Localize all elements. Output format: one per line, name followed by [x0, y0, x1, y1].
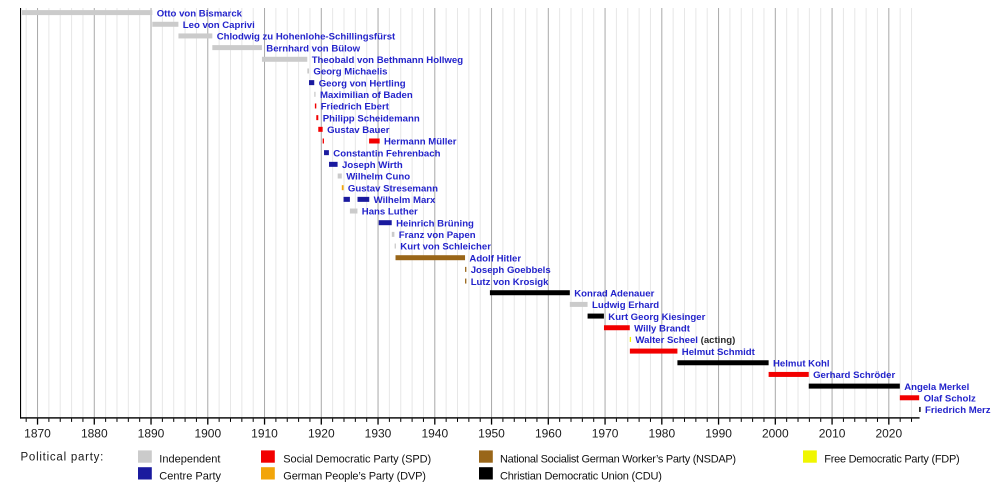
svg-text:Otto von Bismarck: Otto von Bismarck	[157, 8, 243, 19]
svg-text:Joseph Wirth: Joseph Wirth	[342, 160, 403, 171]
svg-text:Helmut Kohl: Helmut Kohl	[773, 359, 830, 370]
svg-text:1960: 1960	[535, 427, 562, 441]
svg-text:Gerhard Schröder: Gerhard Schröder	[813, 370, 895, 381]
svg-text:Wilhelm Marx: Wilhelm Marx	[374, 195, 436, 206]
svg-text:Ludwig Erhard: Ludwig Erhard	[592, 300, 659, 311]
svg-text:Independent: Independent	[159, 454, 220, 466]
svg-text:2000: 2000	[762, 427, 789, 441]
svg-text:Georg von Hertling: Georg von Hertling	[319, 78, 406, 89]
svg-text:Kurt von Schleicher: Kurt von Schleicher	[400, 242, 491, 253]
svg-text:1970: 1970	[592, 427, 619, 441]
svg-text:Hans Luther: Hans Luther	[362, 207, 418, 218]
svg-text:Leo von Caprivi: Leo von Caprivi	[183, 20, 255, 31]
svg-text:1930: 1930	[365, 427, 392, 441]
svg-text:Georg Michaelis: Georg Michaelis	[313, 67, 387, 78]
svg-text:Joseph Goebbels: Joseph Goebbels	[471, 265, 551, 276]
svg-text:Heinrich Brüning: Heinrich Brüning	[396, 218, 474, 229]
svg-text:Philipp Scheidemann: Philipp Scheidemann	[323, 113, 420, 124]
svg-text:Political party:: Political party:	[21, 451, 105, 463]
svg-text:1920: 1920	[308, 427, 335, 441]
svg-text:1910: 1910	[251, 427, 278, 441]
svg-text:1990: 1990	[705, 427, 732, 441]
svg-text:Angela Merkel: Angela Merkel	[904, 382, 969, 393]
svg-text:Lutz von Krosigk: Lutz von Krosigk	[471, 277, 549, 288]
svg-text:1870: 1870	[24, 427, 51, 441]
svg-text:Olaf Scholz: Olaf Scholz	[924, 394, 976, 405]
svg-text:Free Democratic Party (FDP): Free Democratic Party (FDP)	[824, 454, 959, 466]
svg-text:Franz von Papen: Franz von Papen	[399, 230, 476, 241]
svg-text:Friedrich Ebert: Friedrich Ebert	[321, 102, 390, 113]
svg-text:1940: 1940	[421, 427, 448, 441]
svg-text:Theobald von Bethmann Hollweg: Theobald von Bethmann Hollweg	[312, 55, 464, 66]
svg-text:2020: 2020	[875, 427, 902, 441]
svg-text:Chlodwig zu Hohenlohe-Schillin: Chlodwig zu Hohenlohe-Schillingsfürst	[217, 32, 396, 43]
svg-text:Bernhard von Bülow: Bernhard von Bülow	[266, 43, 360, 54]
svg-text:Kurt Georg Kiesinger: Kurt Georg Kiesinger	[608, 312, 705, 323]
svg-text:Adolf Hitler: Adolf Hitler	[469, 253, 521, 264]
svg-text:Walter Scheel (acting): Walter Scheel (acting)	[635, 335, 735, 346]
svg-text:Constantin Fehrenbach: Constantin Fehrenbach	[333, 148, 440, 159]
svg-text:1980: 1980	[648, 427, 675, 441]
svg-text:1900: 1900	[194, 427, 221, 441]
svg-text:Gustav Stresemann: Gustav Stresemann	[348, 183, 438, 194]
svg-text:Gustav Bauer: Gustav Bauer	[327, 125, 390, 136]
svg-text:National Socialist German Work: National Socialist German Worker’s Party…	[500, 454, 736, 466]
svg-text:Christian Democratic Union (CD: Christian Democratic Union (CDU)	[500, 470, 662, 482]
svg-text:1880: 1880	[81, 427, 108, 441]
svg-text:Konrad Adenauer: Konrad Adenauer	[574, 288, 654, 299]
svg-text:1950: 1950	[478, 427, 505, 441]
svg-text:Helmut Schmidt: Helmut Schmidt	[682, 347, 756, 358]
svg-text:Maximilian of Baden: Maximilian of Baden	[320, 90, 413, 101]
svg-text:Friedrich Merz: Friedrich Merz	[925, 405, 991, 416]
svg-text:1890: 1890	[138, 427, 165, 441]
svg-text:German People’s Party (DVP): German People’s Party (DVP)	[283, 470, 425, 482]
svg-text:Willy Brandt: Willy Brandt	[634, 323, 691, 334]
svg-text:Centre Party: Centre Party	[159, 470, 221, 482]
svg-text:Social Democratic Party (SPD): Social Democratic Party (SPD)	[283, 454, 431, 466]
svg-text:Hermann Müller: Hermann Müller	[384, 137, 457, 148]
svg-text:2010: 2010	[819, 427, 846, 441]
svg-text:Wilhelm Cuno: Wilhelm Cuno	[346, 172, 410, 183]
